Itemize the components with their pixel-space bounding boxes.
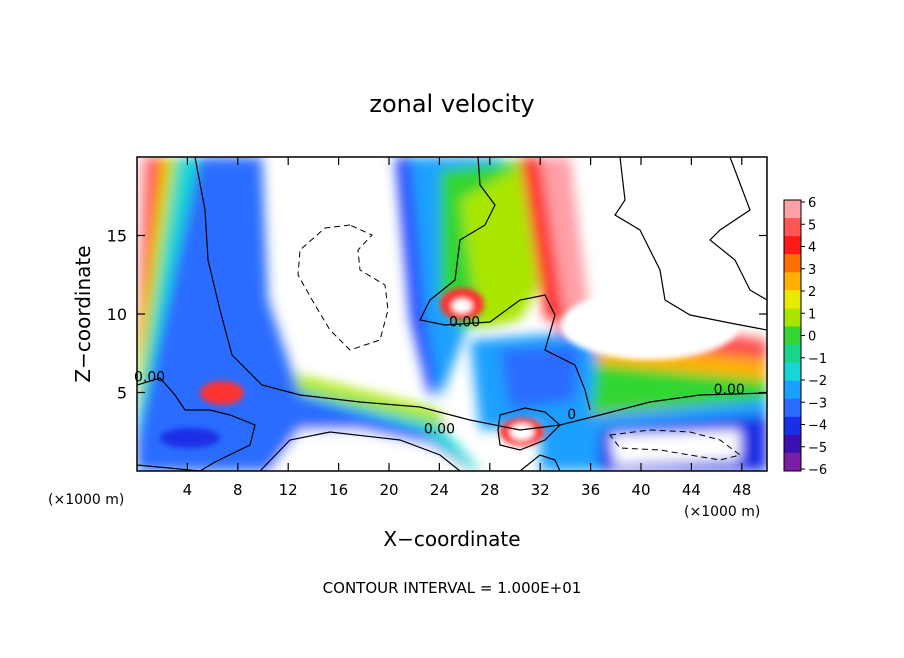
colorbar-swatch bbox=[784, 236, 801, 255]
x-axis-ticks: 4 8 12 16 20 24 28 32 36 40 44 48 bbox=[183, 157, 751, 499]
chart-title: zonal velocity bbox=[369, 90, 534, 118]
x-tick-label: 48 bbox=[732, 481, 751, 499]
contour-label: 0 bbox=[567, 407, 576, 423]
y-axis-label: Z−coordinate bbox=[71, 245, 95, 382]
colorbar-tick-label: 0 bbox=[808, 330, 816, 345]
colorbar-tick-label: 4 bbox=[808, 241, 816, 256]
y-axis-ticks: 5 10 15 bbox=[107, 227, 767, 403]
colorbar-swatch bbox=[784, 344, 801, 364]
x-tick-label: 24 bbox=[430, 481, 449, 499]
colorbar-tick-label: −3 bbox=[808, 396, 827, 411]
colorbar-tick-label: −6 bbox=[808, 463, 827, 478]
contour-label: 0.00 bbox=[449, 315, 480, 331]
velocity-field bbox=[137, 157, 767, 471]
colorbar-tick-label: −4 bbox=[808, 419, 827, 434]
x-tick-label: 28 bbox=[480, 481, 499, 499]
colorbar-swatch bbox=[784, 452, 801, 472]
colorbar-swatch bbox=[784, 290, 801, 309]
x-tick-label: 12 bbox=[279, 481, 298, 499]
contour-interval-note: CONTOUR INTERVAL = 1.000E+01 bbox=[323, 579, 582, 597]
colorbar-tick-label: −5 bbox=[808, 441, 827, 456]
colorbar-swatch bbox=[784, 380, 801, 400]
colorbar-tick-label: 6 bbox=[808, 196, 816, 211]
contour-label: 0.00 bbox=[134, 370, 165, 386]
contour-label: 0.00 bbox=[424, 421, 455, 437]
colorbar-swatch bbox=[784, 308, 801, 327]
x-tick-label: 20 bbox=[379, 481, 398, 499]
colorbar-swatch bbox=[784, 362, 801, 382]
colorbar-swatch bbox=[784, 434, 801, 454]
y-tick-label: 15 bbox=[107, 227, 127, 246]
x-tick-label: 44 bbox=[682, 481, 701, 499]
y-tick-label: 10 bbox=[107, 305, 127, 324]
colorbar-tick-label: 5 bbox=[808, 218, 816, 233]
x-axis-label: X−coordinate bbox=[383, 527, 520, 551]
colorbar-tick-label: 3 bbox=[808, 263, 816, 278]
colorbar-tick-label: −2 bbox=[808, 374, 827, 389]
colorbar-tick-label: 2 bbox=[808, 285, 816, 300]
colorbar-swatch bbox=[784, 218, 801, 237]
colorbar-swatch bbox=[784, 326, 801, 346]
x-tick-label: 32 bbox=[531, 481, 550, 499]
colorbar-swatch bbox=[784, 254, 801, 273]
x-unit-left: (×1000 m) bbox=[48, 492, 124, 508]
x-tick-label: 40 bbox=[631, 481, 650, 499]
x-tick-label: 8 bbox=[233, 481, 243, 499]
x-tick-label: 4 bbox=[183, 481, 193, 499]
contour-label: 0.00 bbox=[714, 382, 745, 398]
x-tick-label: 16 bbox=[329, 481, 348, 499]
y-tick-label: 5 bbox=[117, 384, 127, 403]
contour-labels: 0.00 0.00 0.00 0.00 0 bbox=[134, 315, 745, 438]
colorbar-swatch bbox=[784, 200, 801, 219]
colorbar: 6 5 4 3 2 1 0 −1 −2 −3 −4 −5 −6 bbox=[783, 196, 827, 478]
colorbar-swatch bbox=[784, 272, 801, 291]
x-unit-right: (×1000 m) bbox=[684, 504, 760, 520]
colorbar-tick-label: −1 bbox=[808, 352, 827, 367]
colorbar-tick-label: 1 bbox=[808, 307, 816, 322]
x-tick-label: 36 bbox=[581, 481, 600, 499]
colorbar-swatch bbox=[784, 416, 801, 436]
colorbar-swatch bbox=[784, 398, 801, 418]
